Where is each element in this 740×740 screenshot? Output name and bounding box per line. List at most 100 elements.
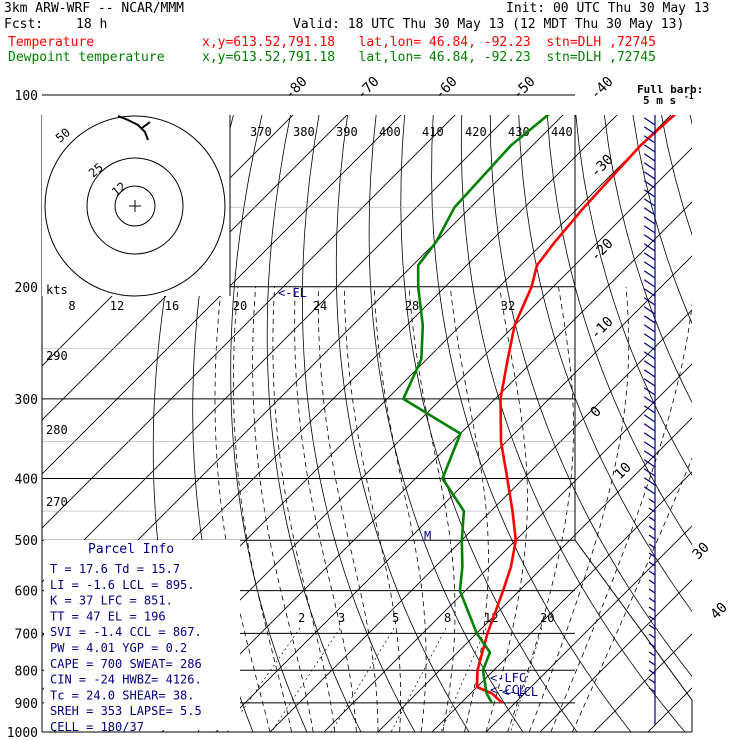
wind-barb (643, 333, 656, 342)
mixing-ratio-line (440, 627, 487, 732)
wind-barb (648, 678, 656, 684)
wind-barb (643, 234, 656, 243)
hodograph-ring (114, 185, 156, 227)
moist-adiabat (528, 286, 630, 732)
barb-legend-exponent: -1 (684, 92, 694, 101)
wind-barb (643, 387, 656, 396)
parcel-row: K = 37 LFC = 851. (50, 594, 173, 608)
isotherm-label: 30 (690, 540, 713, 563)
wind-barb (648, 588, 656, 594)
wind-barb (648, 561, 656, 567)
wind-barb (648, 642, 656, 648)
pressure-tick-label: 700 (15, 627, 38, 642)
wind-barb (648, 507, 656, 513)
parcel-row: SVI = -1.4 CCL = 867. (50, 625, 202, 639)
wind-barb (643, 126, 656, 135)
wind-barb (643, 288, 656, 297)
wind-barb (648, 687, 656, 693)
dry-adiabat (575, 115, 692, 477)
wind-barb (643, 315, 656, 324)
isotherm-line (323, 363, 692, 732)
theta-label: 280 (46, 423, 68, 437)
hodograph-units: kts (46, 283, 68, 297)
dry-adiabat (717, 109, 740, 740)
dewpoint-line (402, 115, 550, 704)
dewpoint-legend: Dewpoint temperature (8, 50, 165, 65)
dry-adiabat (603, 115, 692, 404)
wind-barb (643, 261, 656, 270)
wind-barb (643, 225, 656, 234)
isotherm-line (377, 417, 692, 732)
parcel-row: SREH = 353 LAPSE= 5.5 (50, 704, 202, 718)
pressure-tick-label: 400 (15, 473, 38, 488)
mixed-layer-marker: M (424, 529, 431, 543)
dry-adiabat (460, 115, 686, 732)
dry-adiabat (335, 115, 470, 732)
theta-e-label: 440 (551, 125, 573, 139)
wind-barb (648, 525, 656, 531)
wind-barb (648, 651, 656, 657)
wind-barb (643, 369, 656, 378)
lcl-marker: <-LCL (502, 685, 538, 699)
moist-adiabat (317, 286, 379, 732)
isotherm-line (539, 579, 692, 732)
parcel-row: T = 17.6 Td = 15.7 (50, 562, 180, 576)
dewpoint-location: x,y=613.52,791.18 lat,lon= 46.84, -92.23… (202, 50, 656, 65)
wind-barb (643, 405, 656, 414)
speed-label: 32 (501, 299, 515, 313)
dry-adiabat (230, 115, 308, 732)
pressure-labels: 100 200 300 400 500 600 700 800 900 1000 (7, 89, 38, 740)
parcel-info-panel: Parcel Info T = 17.6 Td = 15.7 LI = -1.6 L… (44, 540, 240, 734)
dry-adiabat (546, 115, 692, 546)
dry-adiabat (400, 115, 578, 732)
wind-barb (648, 606, 656, 612)
forecast-label: Fcst: (4, 17, 44, 32)
pressure-tick-label: 500 (15, 534, 38, 549)
isotherm-line (485, 525, 692, 732)
wind-barb (643, 180, 656, 189)
moist-adiabat (572, 457, 692, 732)
isotherm-line (42, 115, 456, 529)
isotherm-line (593, 633, 692, 732)
mixing-ratio-line (510, 627, 543, 732)
wind-barb (648, 597, 656, 603)
wind-barb (643, 414, 656, 423)
isotherm-label: -50 (510, 74, 539, 103)
wind-barb (643, 135, 656, 144)
wind-barb (648, 624, 656, 630)
wind-barb (643, 153, 656, 162)
moist-adiabat (449, 286, 489, 732)
wind-barb (643, 378, 656, 387)
pressure-tick-label: 200 (15, 281, 38, 296)
pressure-tick-label: 800 (15, 664, 38, 679)
moist-adiabat (373, 286, 427, 732)
dry-adiabat (368, 115, 524, 732)
wind-barb (643, 207, 656, 216)
barb-legend-title: Full barb: (637, 83, 703, 96)
wind-barb (643, 342, 656, 351)
wind-barb (648, 660, 656, 666)
wind-barb (643, 306, 656, 315)
wind-barb (648, 633, 656, 639)
wind-barb (643, 171, 656, 180)
temperature-legend: Temperature (8, 35, 95, 50)
wind-barb (648, 552, 656, 558)
isotherm-line (42, 115, 402, 475)
mixing-ratio-line (390, 627, 447, 732)
temperature-location: x,y=613.52,791.18 lat,lon= 46.84, -92.23… (202, 35, 656, 50)
isotherm-line (215, 255, 692, 732)
theta-e-label: 380 (293, 125, 315, 139)
dry-adiabat (431, 115, 632, 732)
wind-barb (643, 144, 656, 153)
barb-legend-units: 5 m s (643, 94, 676, 107)
theta-label: 290 (46, 349, 68, 363)
pressure-tick-label: 900 (15, 697, 38, 712)
speed-label: 28 (405, 299, 419, 313)
wind-barb (643, 216, 656, 225)
wind-barb (643, 270, 656, 279)
speed-label: 12 (110, 299, 124, 313)
isotherm-label: -80 (282, 74, 311, 103)
isotherm-label: -40 (588, 74, 617, 103)
parcel-row: TT = 47 EL = 196 (50, 609, 166, 623)
wind-barb (648, 534, 656, 540)
